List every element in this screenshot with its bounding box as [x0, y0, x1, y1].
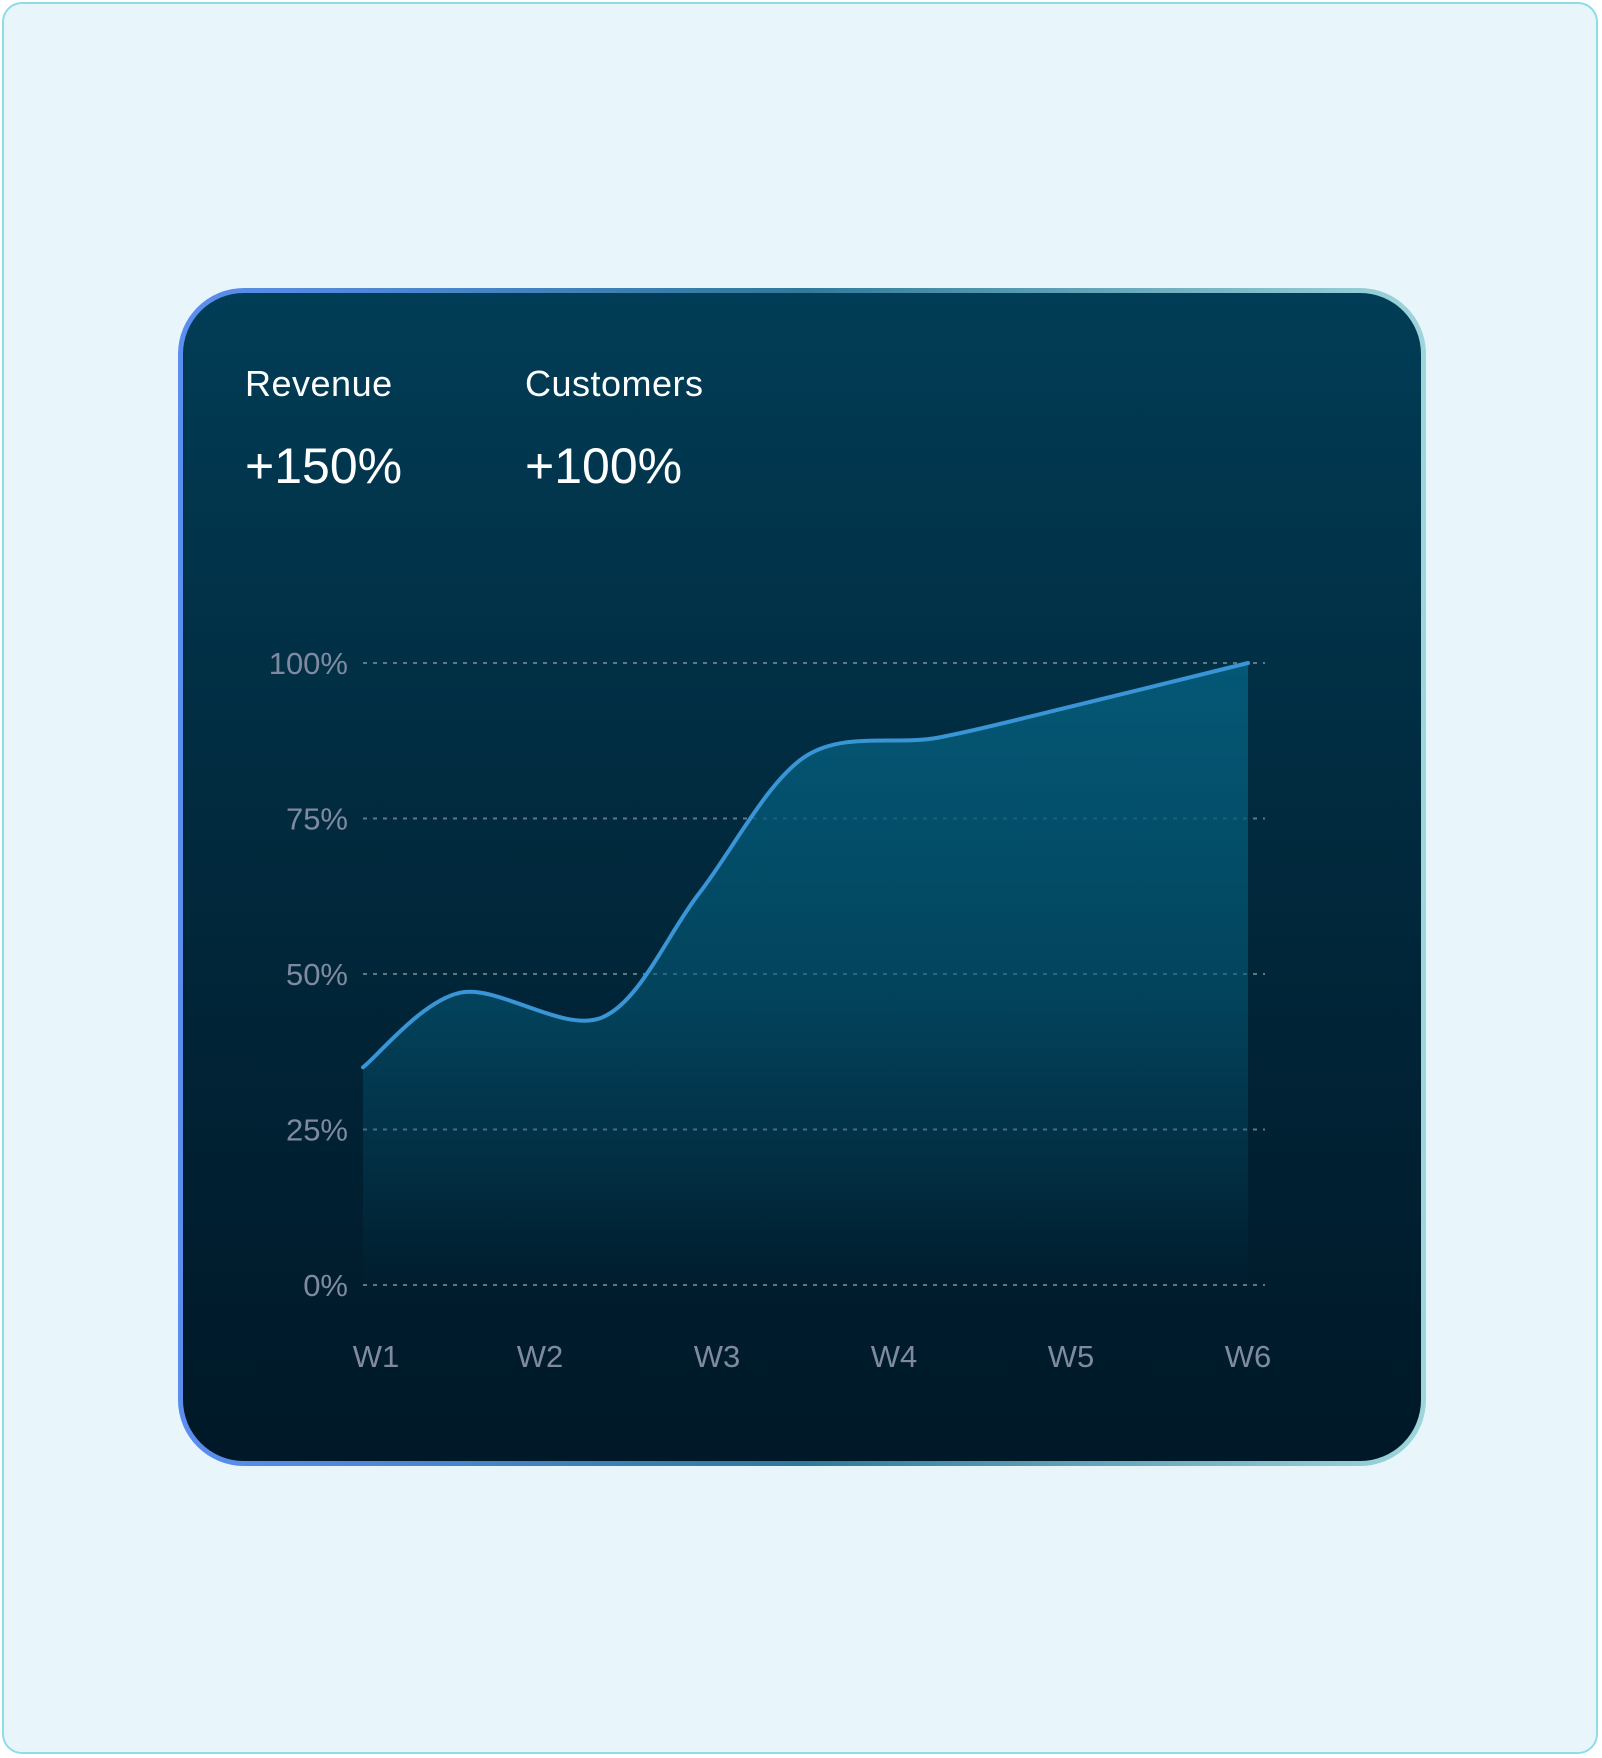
y-tick-label: 0% [303, 1268, 348, 1303]
metric-value: +100% [525, 438, 683, 494]
metric-customers: Customers +100% [525, 363, 704, 495]
area-fill [363, 663, 1248, 1285]
metric-value: +150% [245, 438, 403, 494]
area-chart: 0% 25% 50% 75% 100% W1 W2 W3 W4 W5 W6 [269, 646, 1272, 1374]
x-tick-label: W2 [517, 1339, 564, 1374]
y-tick-label: 100% [269, 646, 348, 681]
x-tick-label: W1 [353, 1339, 400, 1374]
x-tick-label: W5 [1048, 1339, 1095, 1374]
x-tick-label: W3 [694, 1339, 741, 1374]
x-tick-label: W6 [1225, 1339, 1272, 1374]
metric-label: Customers [525, 363, 704, 404]
y-tick-label: 75% [286, 802, 348, 837]
y-tick-label: 50% [286, 957, 348, 992]
series-line [361, 661, 1250, 1070]
x-tick-label: W4 [871, 1339, 918, 1374]
metric-revenue: Revenue +150% [245, 363, 402, 495]
metric-label: Revenue [245, 363, 393, 404]
y-tick-label: 25% [286, 1113, 348, 1148]
analytics-card: Revenue +150% Customers +100% 0% 25% 50% 75… [183, 293, 1421, 1461]
